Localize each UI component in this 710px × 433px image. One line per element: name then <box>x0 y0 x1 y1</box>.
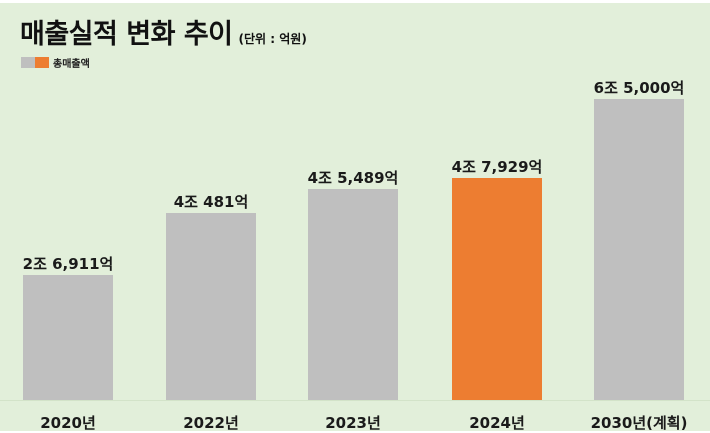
bar-3 <box>452 178 542 400</box>
chart-unit-label: (단위 : 억원) <box>238 32 307 46</box>
bar-1 <box>166 213 256 400</box>
data-label: 6조 5,000억 <box>593 79 685 97</box>
chart-legend: 총매출액 <box>21 55 90 70</box>
legend-swatch-orange <box>35 57 49 68</box>
bar-4 <box>594 99 684 400</box>
data-label: 4조 481억 <box>173 193 249 211</box>
x-axis-line <box>0 400 710 401</box>
chart-title-main: 매출실적 변화 추이 <box>20 19 233 50</box>
data-label: 4조 7,929억 <box>451 158 543 176</box>
x-tick-label: 2030년(계획) <box>590 414 688 432</box>
legend-swatch-gray <box>21 57 35 68</box>
x-tick-label: 2020년 <box>40 414 96 432</box>
bar-0 <box>23 275 113 400</box>
bar-2 <box>308 189 398 400</box>
chart-title: 매출실적 변화 추이 (단위 : 억원) <box>20 12 307 51</box>
x-tick-label: 2024년 <box>469 414 525 432</box>
data-label: 2조 6,911억 <box>22 255 114 273</box>
x-tick-label: 2023년 <box>325 414 381 432</box>
chart-area: 매출실적 변화 추이 (단위 : 억원) 총매출액 2조 6,911억 2020년 4… <box>0 3 710 432</box>
data-label: 4조 5,489억 <box>307 169 399 187</box>
legend-label: 총매출액 <box>53 59 90 70</box>
x-tick-label: 2022년 <box>183 414 239 432</box>
